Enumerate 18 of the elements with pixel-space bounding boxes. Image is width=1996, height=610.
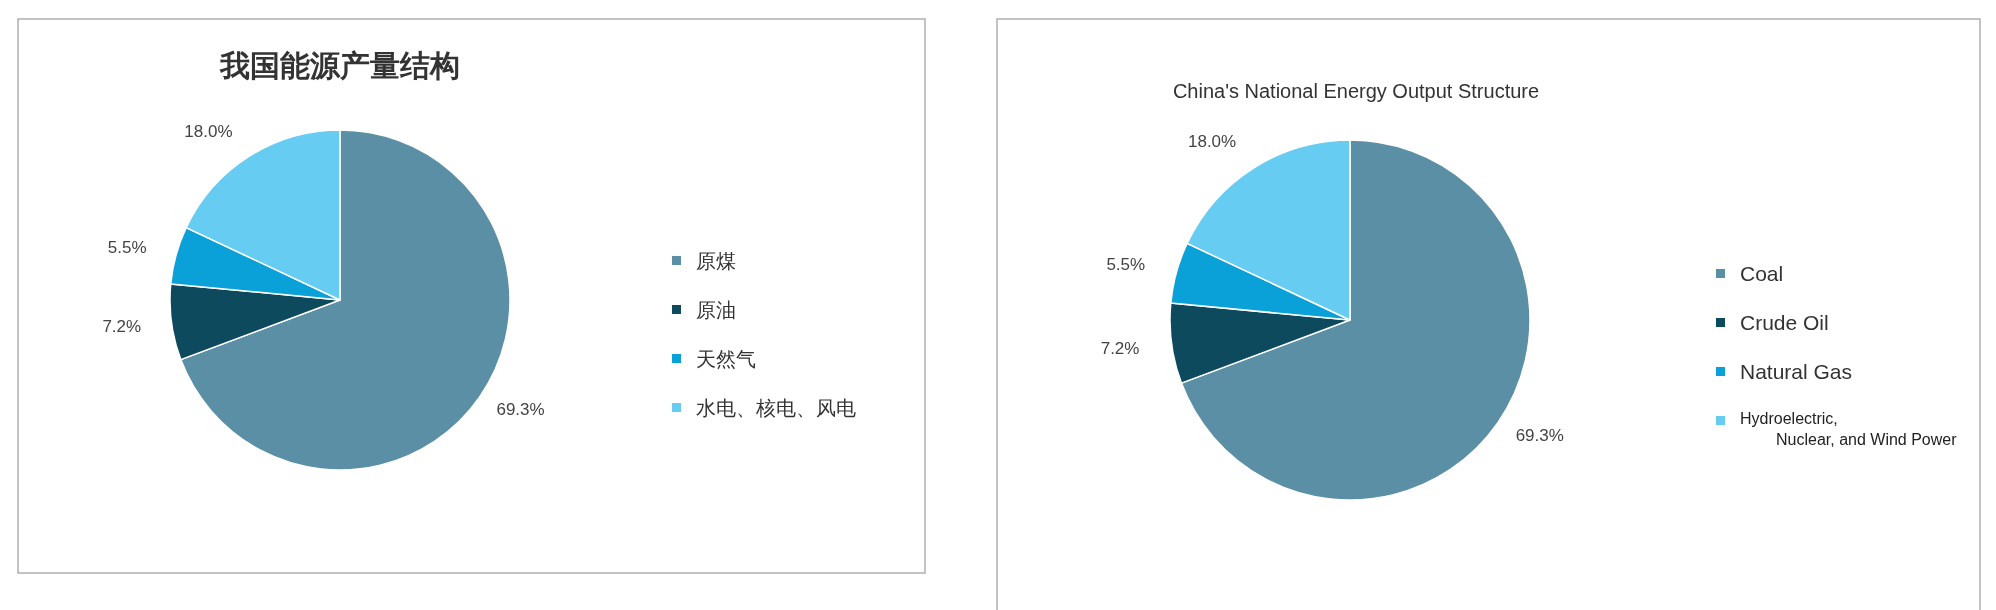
data-label: 18.0% — [184, 121, 233, 141]
data-label: 69.3% — [1515, 425, 1564, 445]
legend-label: Natural Gas — [1740, 360, 1853, 383]
data-label: 5.5% — [107, 238, 147, 258]
legend-label: 原煤 — [696, 250, 736, 272]
legend-label: 原油 — [696, 299, 736, 321]
data-label: 7.2% — [102, 317, 142, 337]
chart-title: China's National Energy Output Structure — [1172, 80, 1540, 102]
data-label: 18.0% — [1187, 131, 1237, 151]
legend-label: Hydroelectric, Nuclear, and Wind Power — [1740, 410, 1958, 448]
chart-title: 我国能源产量结构 — [219, 49, 460, 82]
legend-label: Crude Oil — [1740, 311, 1829, 334]
legend-label: 天然气 — [696, 348, 756, 370]
data-label: 5.5% — [1106, 254, 1146, 274]
legend-label: Coal — [1740, 262, 1784, 285]
data-label: 69.3% — [496, 399, 545, 419]
legend-label: 水电、核电、风电 — [696, 397, 856, 419]
data-label: 7.2% — [1100, 338, 1140, 358]
